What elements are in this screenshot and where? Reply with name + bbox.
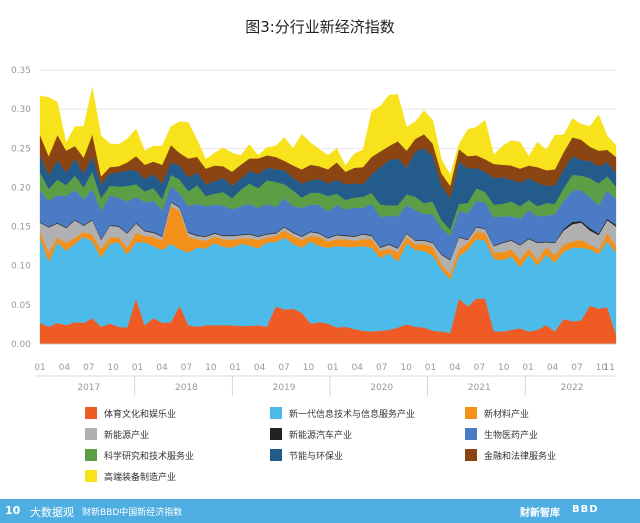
x-tick-label: 10 xyxy=(205,363,217,373)
legend-swatch xyxy=(85,449,97,461)
legend-swatch xyxy=(270,407,282,419)
legend-label: 新能源汽车产业 xyxy=(289,430,353,441)
x-tick-label: 07 xyxy=(181,363,192,373)
footer-bar: 10 大数据观 财新BBD中国新经济指数 财新智库 BBD xyxy=(0,499,640,523)
legend-swatch xyxy=(465,407,477,419)
legend-label: 新能源产业 xyxy=(104,430,150,441)
x-tick-label: 07 xyxy=(278,363,289,373)
footer-right-logo: 财新智库 xyxy=(520,508,560,519)
y-tick-label: 0.00 xyxy=(11,340,31,350)
legend-item: 高端装备制造产业 xyxy=(85,469,270,483)
legend-item: 金融和法律服务业 xyxy=(465,448,615,462)
year-label: 2021 xyxy=(468,383,491,393)
legend-label: 体育文化和娱乐业 xyxy=(104,409,177,420)
y-tick-label: 0.20 xyxy=(11,183,31,193)
x-tick-label: 10 xyxy=(107,363,119,373)
x-tick-label: 10 xyxy=(400,363,412,373)
chart-title: 图3:分行业新经济指数 xyxy=(245,18,395,36)
legend-label: 金融和法律服务业 xyxy=(484,451,557,462)
year-label: 2018 xyxy=(175,383,198,393)
x-tick-label: 07 xyxy=(83,363,94,373)
x-tick-label: 07 xyxy=(474,363,485,373)
x-tick-label: 10 xyxy=(303,363,315,373)
legend-item: 科学研究和技术服务业 xyxy=(85,448,270,462)
legend-label: 高端装备制造产业 xyxy=(104,472,177,483)
legend: 体育文化和娱乐业 新一代信息技术与信息服务产业 新材料产业新能源产业 新能源汽车产业 生… xyxy=(85,406,625,483)
footer-right-logo-secondary: BBD xyxy=(572,504,599,515)
x-tick-label: 01 xyxy=(230,363,241,373)
legend-item: 新一代信息技术与信息服务产业 xyxy=(270,406,465,420)
area-series-10 xyxy=(39,87,617,187)
legend-swatch xyxy=(270,428,282,440)
legend-item: 节能与环保业 xyxy=(270,448,465,462)
legend-item: 新能源产业 xyxy=(85,427,270,441)
x-tick-label: 04 xyxy=(156,363,168,373)
x-tick-label: 01 xyxy=(34,363,45,373)
legend-label: 新材料产业 xyxy=(484,409,530,420)
x-tick-label: 01 xyxy=(327,363,338,373)
x-tick-label: 04 xyxy=(352,363,364,373)
stacked-area-chart: 0.00 0.05 0.10 0.15 0.20 0.25 0.30 0.35 01 04 07 10… xyxy=(11,66,617,396)
logo-mark-icon: 10 xyxy=(5,504,21,517)
x-tick-label: 11 xyxy=(603,363,614,373)
legend-item: 体育文化和娱乐业 xyxy=(85,406,270,420)
x-tick-label: 07 xyxy=(571,363,582,373)
legend-swatch xyxy=(85,428,97,440)
legend-label: 生物医药产业 xyxy=(484,430,539,441)
year-label: 2017 xyxy=(77,383,100,393)
x-tick-label: 04 xyxy=(59,363,71,373)
x-tick-label: 10 xyxy=(596,363,608,373)
legend-swatch xyxy=(465,449,477,461)
y-tick-label: 0.10 xyxy=(11,262,31,272)
year-label: 2019 xyxy=(273,383,296,393)
legend-label: 科学研究和技术服务业 xyxy=(104,451,195,462)
y-tick-label: 0.25 xyxy=(11,144,31,154)
x-tick-label: 01 xyxy=(522,363,533,373)
legend-item: 新能源汽车产业 xyxy=(270,427,465,441)
year-label: 2022 xyxy=(561,383,584,393)
legend-swatch xyxy=(465,428,477,440)
x-tick-label: 01 xyxy=(132,363,143,373)
year-label: 2020 xyxy=(370,383,393,393)
x-tick-label: 04 xyxy=(254,363,266,373)
legend-swatch xyxy=(270,449,282,461)
x-tick-label: 10 xyxy=(498,363,510,373)
y-tick-label: 0.30 xyxy=(11,105,31,115)
footer-brand: 大数据观 xyxy=(30,506,74,519)
legend-item: 新材料产业 xyxy=(465,406,615,420)
x-tick-label: 07 xyxy=(376,363,387,373)
y-tick-label: 0.05 xyxy=(11,301,31,311)
legend-item: 生物医药产业 xyxy=(465,427,615,441)
legend-swatch xyxy=(85,470,97,482)
y-tick-label: 0.35 xyxy=(11,66,31,76)
x-tick-label: 04 xyxy=(547,363,559,373)
legend-swatch xyxy=(85,407,97,419)
legend-label: 新一代信息技术与信息服务产业 xyxy=(289,409,416,420)
x-tick-label: 01 xyxy=(425,363,436,373)
legend-label: 节能与环保业 xyxy=(289,451,344,462)
footer-caption: 财新BBD中国新经济指数 xyxy=(82,508,183,518)
x-tick-label: 04 xyxy=(449,363,461,373)
y-tick-label: 0.15 xyxy=(11,223,31,233)
